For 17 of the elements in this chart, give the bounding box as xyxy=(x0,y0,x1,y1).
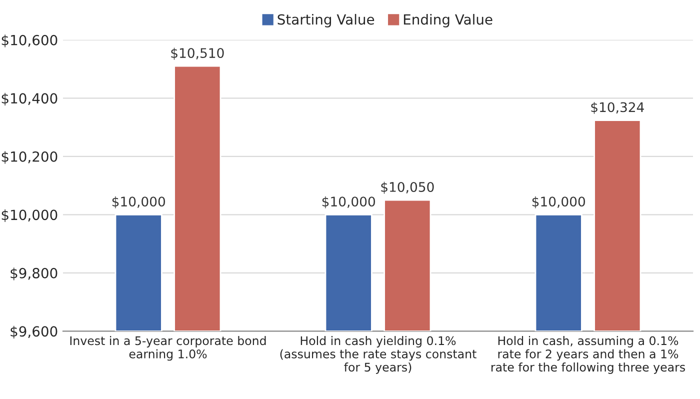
legend-label: Ending Value xyxy=(404,14,492,28)
y-tick-label: $10,200 xyxy=(2,151,58,164)
x-tick-label: Hold in cash, assuming a 0.1% rate for 2 years and then a 1% rate for the following three years xyxy=(492,336,685,374)
x-tick-label: Hold in cash yielding 0.1% (assumes the rate stays constant for 5 years) xyxy=(280,336,476,374)
data-label: $10,050 xyxy=(381,182,434,194)
y-tick-label: $10,000 xyxy=(2,209,58,222)
x-tick-label: Invest in a 5-year corporate bond earning 1.0% xyxy=(70,336,266,361)
y-tick-label: $10,400 xyxy=(2,92,58,106)
data-label: $10,000 xyxy=(112,196,166,208)
data-label: $10,324 xyxy=(591,102,644,114)
y-tick-label: $9,600 xyxy=(10,326,58,338)
data-label: $10,510 xyxy=(171,48,224,60)
data-label: $10,000 xyxy=(532,196,586,208)
legend-label: Starting Value xyxy=(278,14,374,28)
y-tick-label: $9,800 xyxy=(10,268,58,280)
data-label: $10,000 xyxy=(322,196,376,208)
y-tick-label: $10,600 xyxy=(2,34,58,48)
